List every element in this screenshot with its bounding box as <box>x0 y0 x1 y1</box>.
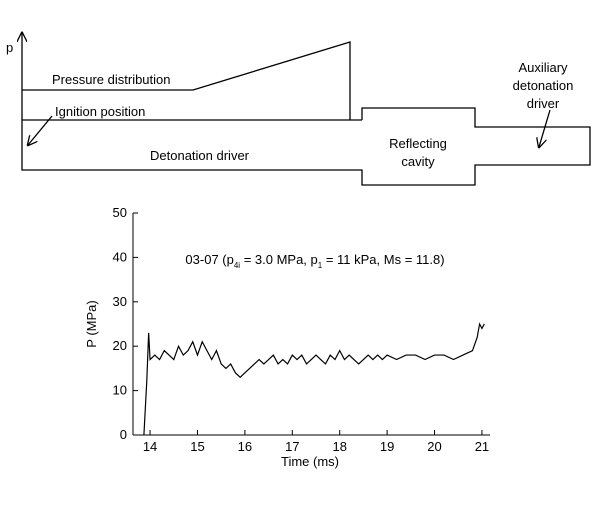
annotation-sub: 1 <box>318 261 323 270</box>
aux-label: detonation <box>513 78 574 93</box>
y-tick-label: 30 <box>113 294 127 309</box>
x-tick-label: 16 <box>238 439 252 454</box>
pressure-profile <box>22 41 351 120</box>
x-tick-label: 14 <box>143 439 157 454</box>
x-tick-label: 17 <box>285 439 299 454</box>
annotation-part: 03-07 (p <box>185 252 233 267</box>
aux-label: driver <box>527 96 560 111</box>
annotation-part: = 3.0 MPa, p <box>240 252 318 267</box>
y-axis-label: P (MPa) <box>84 300 99 347</box>
y-tick-label: 10 <box>113 383 127 398</box>
annotation: 03-07 (p4i = 3.0 MPa, p1 = 11 kPa, Ms = … <box>185 252 444 270</box>
x-tick-label: 20 <box>427 439 441 454</box>
ignition-arrow <box>28 115 53 145</box>
y-tick-label: 20 <box>113 338 127 353</box>
annotation-part: = 11 kPa, Ms = 11.8) <box>322 252 444 267</box>
x-tick-label: 19 <box>380 439 394 454</box>
x-tick-label: 15 <box>190 439 204 454</box>
y-tick-label: 0 <box>120 427 127 442</box>
tube <box>21 107 591 186</box>
annotation-sub: 4i <box>234 261 240 270</box>
diagram-axis-label: p <box>6 40 13 55</box>
x-tick-label: 21 <box>475 439 489 454</box>
x-axis-label: Time (ms) <box>281 454 339 469</box>
y-tick-label: 40 <box>113 249 127 264</box>
aux-arrow <box>539 109 551 147</box>
diagram <box>21 33 591 186</box>
aux-label: Auxiliary <box>518 60 568 75</box>
cavity-label: cavity <box>401 154 435 169</box>
driver-label: Detonation driver <box>150 148 250 163</box>
pressure-label: Pressure distribution <box>52 72 171 87</box>
ignition-label: Ignition position <box>55 104 145 119</box>
cavity-label: Reflecting <box>389 136 447 151</box>
pressure-trace <box>143 322 485 436</box>
y-tick-label: 50 <box>113 205 127 220</box>
x-tick-label: 18 <box>332 439 346 454</box>
